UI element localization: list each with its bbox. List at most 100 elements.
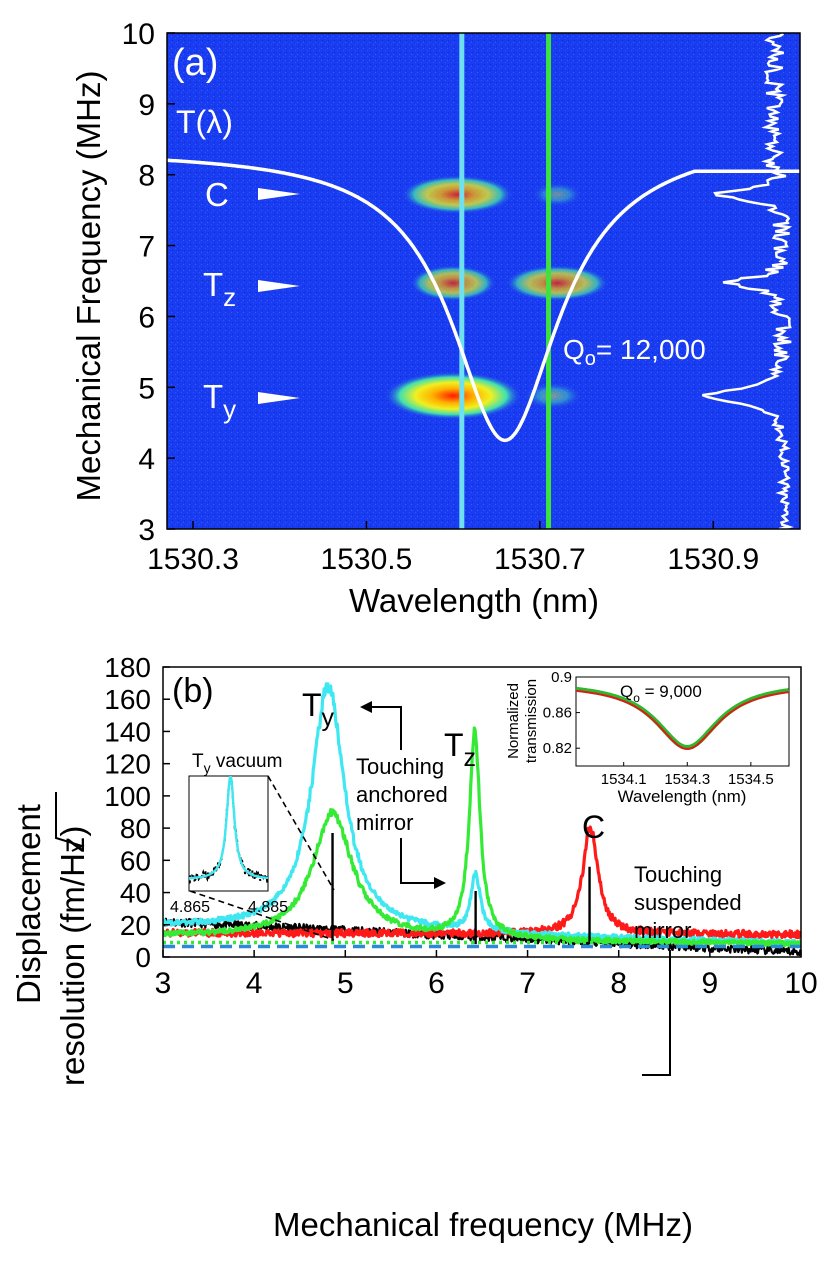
transmission-inset-axes: 1534.1 1534.3 1534.5 0.82 0.86 0.9 bbox=[543, 669, 774, 788]
panel-a-axes: 1530.3 1530.5 1530.7 1530.9 3 4 5 6 7 8 9 10 bbox=[122, 18, 760, 576]
b-ytick-label: 60 bbox=[120, 845, 151, 876]
mode-c-blob-0 bbox=[401, 175, 514, 214]
tr-ytick-label: 0.9 bbox=[551, 669, 572, 686]
panel-a-ylabel: Mechanical Frequency (MHz) bbox=[70, 71, 107, 502]
a-xtick-label: 1530.7 bbox=[494, 543, 586, 576]
mode-ty-blob-1 bbox=[523, 382, 583, 410]
suspended-mirror-annotation: Touching suspended mirror bbox=[634, 862, 742, 1076]
suspended-line-2: suspended bbox=[634, 890, 742, 915]
transmission-inset-ylabel-1: Normalized bbox=[505, 683, 522, 759]
mode-tz-blob-1 bbox=[505, 265, 609, 301]
peak-label-c: C bbox=[582, 809, 605, 845]
anchored-arrow-down-line bbox=[400, 838, 436, 884]
ylabel-2-main: resolution (fm/Hz) bbox=[54, 826, 91, 1086]
b-ytick-label: 40 bbox=[120, 878, 151, 909]
vacuum-inset: Ty vacuum 4.865 4.885 bbox=[170, 751, 335, 941]
transmission-inset-ylabel-2: transmission bbox=[523, 679, 540, 763]
vacuum-tick-right: 4.885 bbox=[248, 899, 288, 916]
a-ytick-label: 6 bbox=[138, 301, 155, 334]
b-ytick-label: 80 bbox=[120, 813, 151, 844]
panel-b-ylabel-1: Displacement bbox=[10, 804, 47, 1004]
panel-b-xlabel: Mechanical frequency (MHz) bbox=[273, 1206, 693, 1243]
heatmap-content bbox=[167, 33, 800, 529]
panel-a-xlabel: Wavelength (nm) bbox=[349, 582, 599, 619]
transmission-inset-curve-0 bbox=[576, 686, 789, 751]
anchored-mirror-annotation: Touching anchored mirror bbox=[356, 701, 448, 889]
b-ytick-label: 180 bbox=[104, 652, 151, 683]
a-ytick-label: 10 bbox=[122, 18, 155, 51]
anchored-line-2: anchored bbox=[356, 782, 448, 807]
suspended-line-1: Touching bbox=[634, 862, 722, 887]
tr-ytick-label: 0.86 bbox=[543, 705, 572, 722]
b-xtick-label: 4 bbox=[246, 967, 263, 1000]
anchored-arrow-down-icon bbox=[434, 877, 446, 889]
tr-xtick-label: 1534.3 bbox=[664, 771, 710, 788]
a-ytick-label: 7 bbox=[138, 231, 155, 264]
b-xtick-label: 8 bbox=[610, 967, 627, 1000]
zoom-line-bottom bbox=[189, 890, 335, 941]
b-ytick-label: 20 bbox=[120, 910, 151, 941]
suspended-line-3: mirror bbox=[634, 918, 691, 943]
a-ytick-label: 3 bbox=[138, 514, 155, 547]
a-ytick-label: 9 bbox=[138, 89, 155, 122]
suspended-arrow-line bbox=[642, 950, 671, 1076]
anchored-line-3: mirror bbox=[356, 810, 413, 835]
tr-ytick-label: 0.82 bbox=[543, 740, 572, 757]
vacuum-fit-curve bbox=[189, 776, 268, 880]
arrow-ty-icon bbox=[258, 392, 300, 404]
anchored-arrow-up-icon bbox=[360, 701, 372, 713]
b-xtick-label: 7 bbox=[519, 967, 536, 1000]
vacuum-tick-left: 4.865 bbox=[170, 899, 210, 916]
anchored-arrow-up-line bbox=[370, 706, 402, 750]
transmission-label: T(λ) bbox=[176, 104, 233, 140]
b-xtick-label: 9 bbox=[702, 967, 719, 1000]
series-green bbox=[163, 726, 801, 948]
transmission-curve bbox=[167, 158, 800, 443]
b-xtick-label: 6 bbox=[428, 967, 445, 1000]
vacuum-data-trace bbox=[189, 776, 268, 884]
mode-label-ty: Ty bbox=[203, 378, 236, 424]
b-ytick-label: 120 bbox=[104, 749, 151, 780]
a-xtick-label: 1530.3 bbox=[147, 543, 239, 576]
panel-b-frame bbox=[162, 666, 802, 958]
vacuum-inset-content bbox=[189, 776, 268, 884]
a-xtick-label: 1530.5 bbox=[321, 543, 413, 576]
panel-a-label: (a) bbox=[172, 42, 218, 84]
series-cyan bbox=[163, 682, 801, 948]
zoom-line-top bbox=[267, 775, 335, 891]
quality-factor-a: Qo= 12,000 bbox=[563, 334, 706, 370]
tr-xtick-label: 1534.1 bbox=[601, 771, 647, 788]
transmission-inset-frame bbox=[575, 676, 790, 767]
peak-label-ty: Ty bbox=[302, 687, 335, 732]
a-ytick-label: 4 bbox=[138, 443, 155, 476]
sqrt-sign-icon bbox=[55, 792, 85, 852]
anchored-line-1: Touching bbox=[356, 754, 444, 779]
b-ytick-label: 160 bbox=[104, 684, 151, 715]
panel-b-label: (b) bbox=[172, 672, 214, 710]
transmission-inset-curve-1 bbox=[576, 689, 789, 750]
arrow-tz-icon bbox=[258, 280, 300, 292]
mode-label-c: C bbox=[205, 176, 229, 213]
peak-label-tz: Tz bbox=[444, 727, 476, 772]
b-xtick-label: 3 bbox=[155, 967, 172, 1000]
series-red bbox=[163, 825, 801, 940]
mode-label-tz: Tz bbox=[203, 266, 236, 312]
panel-b-content bbox=[163, 682, 801, 957]
transmission-inset-q: Qo = 9,000 bbox=[620, 682, 702, 705]
b-xtick-label: 5 bbox=[337, 967, 354, 1000]
panel-a: 1530.3 1530.5 1530.7 1530.9 3 4 5 6 7 8 9 10 (a) T(… bbox=[70, 18, 801, 619]
b-ytick-label: 100 bbox=[104, 781, 151, 812]
a-ytick-label: 8 bbox=[138, 160, 155, 193]
mechanical-spectrum-trace bbox=[701, 33, 794, 529]
transmission-inset-content bbox=[576, 686, 789, 751]
a-xtick-label: 1530.9 bbox=[667, 543, 759, 576]
a-ytick-label: 5 bbox=[138, 372, 155, 405]
mode-c-blob-1 bbox=[531, 182, 583, 207]
vacuum-inset-title: Ty vacuum bbox=[192, 751, 282, 776]
transmission-inset: 1534.1 1534.3 1534.5 0.82 0.86 0.9 Qo = 9,000… bbox=[505, 669, 790, 806]
mode-ty-blob-0 bbox=[384, 371, 522, 420]
b-xtick-label: 10 bbox=[784, 967, 817, 1000]
transmission-inset-xlabel: Wavelength (nm) bbox=[618, 787, 747, 806]
